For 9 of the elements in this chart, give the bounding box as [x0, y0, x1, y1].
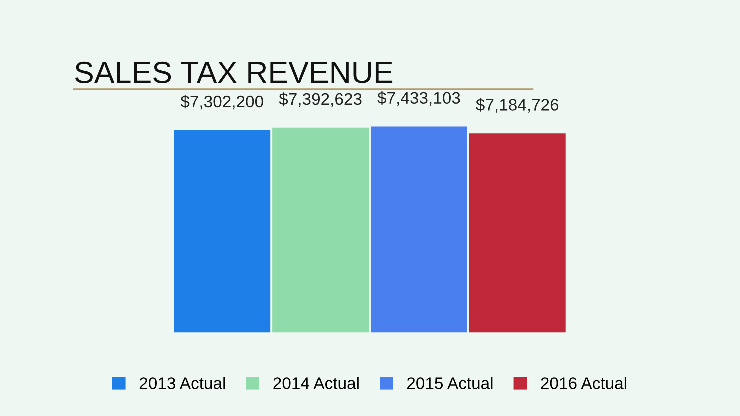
data-label: $7,302,200 [180, 95, 264, 110]
data-label: $7,184,726 [476, 98, 559, 113]
data-label: $7,433,103 [378, 92, 460, 106]
legend-label: 2016 Actual [541, 377, 626, 390]
legend-label: 2014 Actual [274, 377, 359, 390]
chart-title: SALES TAX REVENUE [75, 62, 393, 84]
data-label: $7,392,623 [279, 92, 362, 108]
legend-label: 2015 Actual [408, 377, 493, 390]
legend-label: 2013 Actual [140, 377, 226, 390]
